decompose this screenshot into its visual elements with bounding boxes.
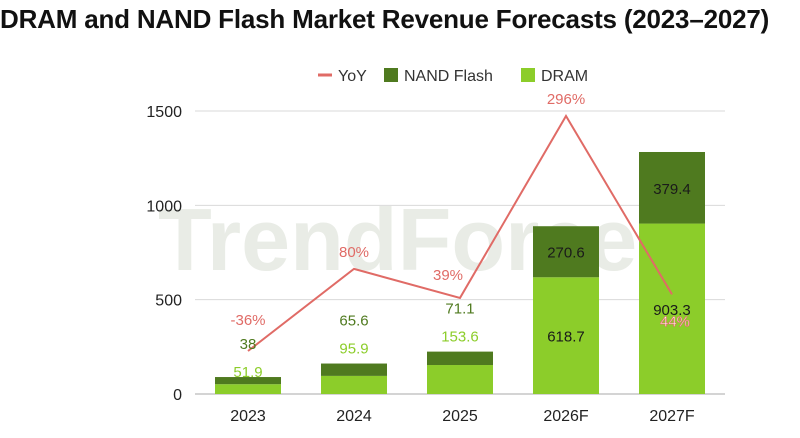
data-label-yoy: 80% <box>339 244 369 261</box>
x-tick-label: 2026F <box>543 408 589 425</box>
data-label-dram: 95.9 <box>339 341 368 358</box>
bar-nand-flash <box>533 226 599 278</box>
bar-dram <box>215 384 281 394</box>
bar-nand-flash <box>321 363 387 376</box>
data-label-nand-flash: 38 <box>240 336 257 353</box>
y-tick-label: 500 <box>155 293 182 310</box>
bar-dram <box>321 375 387 394</box>
bar-dram <box>533 277 599 394</box>
legend-swatch-dram <box>521 68 535 82</box>
legend-label: YoY <box>338 68 367 85</box>
yoy-line <box>247 114 673 352</box>
data-label-dram: 618.7 <box>547 329 585 346</box>
y-tick-label: 1500 <box>146 104 182 121</box>
bar-nand-flash <box>215 377 281 385</box>
data-label-dram: 903.3 <box>653 302 691 319</box>
x-tick-label: 2025 <box>442 408 478 425</box>
data-label-nand-flash: 71.1 <box>445 301 474 318</box>
bar-dram <box>639 223 705 394</box>
legend-swatch-nand-flash <box>384 68 398 82</box>
data-label-dram: 153.6 <box>441 329 479 346</box>
data-label-yoy: -36% <box>230 312 265 329</box>
legend-label: NAND Flash <box>404 68 493 85</box>
x-tick-label: 2027F <box>649 408 695 425</box>
data-label-nand-flash: 379.4 <box>653 181 691 198</box>
legend-label: DRAM <box>541 68 588 85</box>
data-label-yoy: 296% <box>547 91 585 108</box>
data-label-yoy: 44% <box>660 313 690 330</box>
data-label-yoy: 39% <box>433 267 463 284</box>
chart-title: DRAM and NAND Flash Market Revenue Forec… <box>0 4 770 34</box>
x-tick-label: 2023 <box>230 408 266 425</box>
bar-nand-flash <box>427 351 493 366</box>
y-tick-label: 0 <box>173 387 182 404</box>
data-label-nand-flash: 65.6 <box>339 313 368 330</box>
bar-nand-flash <box>639 151 705 224</box>
y-tick-label: 1000 <box>146 198 182 215</box>
data-label-nand-flash: 270.6 <box>547 245 585 262</box>
bar-dram <box>427 365 493 394</box>
x-tick-label: 2024 <box>336 408 372 425</box>
data-label-dram: 51.9 <box>233 364 262 381</box>
